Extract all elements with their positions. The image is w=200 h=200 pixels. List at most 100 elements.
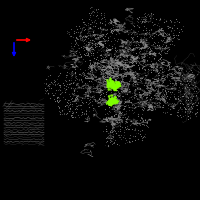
Point (109, 83, 112, 86)
Point (174, 81, 177, 85)
Point (74, 98, 77, 101)
Point (149, 83, 152, 86)
Point (113, 99, 116, 102)
Point (175, 36, 178, 39)
Point (111, 86, 115, 89)
Point (172, 23, 175, 26)
Point (97, 36, 100, 39)
Point (83, 112, 86, 115)
Point (110, 97, 113, 100)
Point (169, 90, 172, 93)
Point (64, 80, 67, 83)
Point (108, 75, 111, 78)
Point (82, 53, 86, 56)
Point (97, 97, 100, 100)
Point (103, 85, 106, 88)
Point (68, 107, 71, 110)
Point (146, 85, 149, 89)
Point (170, 40, 173, 43)
Point (191, 94, 194, 98)
Point (106, 79, 109, 82)
Point (109, 57, 113, 60)
Point (74, 111, 78, 114)
Point (126, 38, 129, 41)
Point (90, 9, 94, 12)
Point (119, 89, 122, 93)
Point (120, 90, 123, 93)
Point (161, 38, 165, 42)
Point (108, 102, 111, 105)
Point (104, 85, 108, 88)
Point (105, 79, 108, 82)
Point (78, 104, 81, 107)
Point (124, 85, 128, 88)
Point (77, 47, 80, 50)
Point (63, 89, 67, 92)
Point (116, 133, 119, 136)
Point (54, 100, 57, 103)
Point (125, 121, 129, 124)
Point (115, 85, 118, 88)
Point (82, 72, 86, 75)
Point (171, 82, 174, 85)
Point (114, 84, 117, 87)
Point (108, 83, 111, 86)
Point (117, 65, 120, 68)
Point (145, 33, 148, 37)
Point (89, 58, 92, 62)
Point (190, 104, 193, 108)
Point (117, 91, 120, 94)
Point (177, 28, 181, 31)
Point (111, 82, 114, 85)
Point (104, 99, 107, 102)
Point (143, 47, 146, 50)
Point (167, 48, 170, 52)
Point (191, 110, 194, 113)
Point (97, 97, 100, 100)
Point (94, 7, 97, 10)
Point (136, 17, 139, 20)
Point (112, 122, 115, 126)
Point (110, 98, 113, 101)
Point (146, 12, 149, 15)
Point (89, 12, 92, 15)
Point (165, 32, 168, 35)
Point (142, 122, 145, 125)
Point (113, 87, 116, 90)
Point (113, 129, 116, 133)
Point (113, 83, 116, 86)
Point (179, 96, 182, 99)
Point (74, 82, 78, 85)
Point (127, 127, 130, 130)
Point (88, 15, 91, 18)
Point (157, 89, 160, 92)
Point (187, 108, 190, 111)
Point (141, 37, 145, 40)
Point (99, 101, 102, 104)
Point (166, 103, 170, 106)
Point (111, 99, 114, 102)
Point (76, 90, 79, 93)
Point (148, 83, 151, 86)
Point (137, 131, 140, 134)
Point (112, 129, 115, 132)
Point (133, 76, 137, 79)
Point (95, 13, 98, 16)
Point (149, 69, 152, 72)
Point (146, 98, 149, 101)
Point (75, 76, 78, 79)
Point (100, 21, 104, 24)
Point (108, 101, 111, 104)
Point (139, 88, 142, 91)
Point (134, 127, 137, 130)
Point (109, 83, 112, 86)
Point (114, 100, 117, 103)
Point (177, 77, 180, 80)
Point (65, 101, 68, 104)
Point (118, 84, 122, 87)
Point (105, 102, 109, 105)
Point (62, 86, 65, 89)
Point (114, 87, 117, 90)
Point (140, 76, 143, 80)
Point (111, 99, 114, 102)
